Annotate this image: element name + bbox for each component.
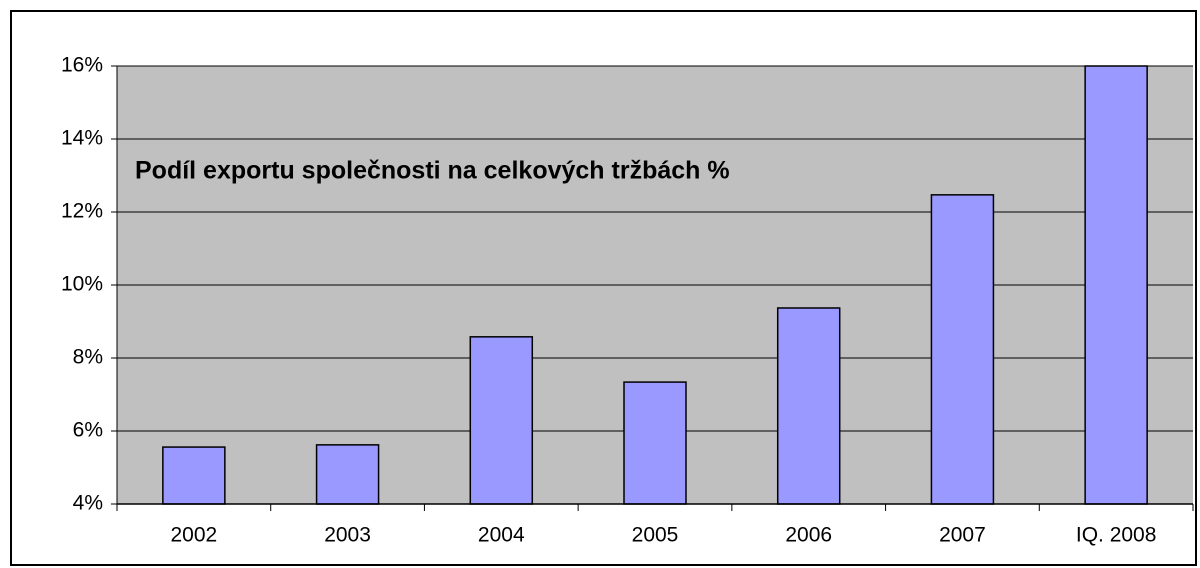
bar	[1084, 65, 1148, 505]
bar	[162, 446, 226, 505]
x-tick-label: 2005	[632, 524, 679, 547]
x-tick-label: 2002	[170, 524, 217, 547]
x-tick-label: 2007	[939, 524, 986, 547]
y-tick-label: 4%	[73, 492, 103, 515]
y-tick-label: 14%	[61, 127, 103, 150]
bar	[776, 307, 841, 505]
bar	[623, 381, 687, 505]
x-tick-label: 2003	[324, 524, 371, 547]
bar	[469, 336, 534, 505]
chart-title: Podíl exportu společnosti na celkových t…	[135, 157, 730, 185]
x-tick-label: 2006	[785, 524, 832, 547]
y-tick-label: 12%	[61, 200, 103, 223]
y-tick-label: 16%	[61, 54, 103, 77]
bar	[930, 194, 995, 505]
bar	[315, 444, 380, 505]
y-tick-label: 6%	[73, 419, 103, 442]
y-tick-label: 10%	[61, 273, 103, 296]
y-tick-label: 8%	[73, 346, 103, 369]
x-tick-label: 2004	[478, 524, 525, 547]
x-tick-label: IQ. 2008	[1076, 524, 1157, 547]
